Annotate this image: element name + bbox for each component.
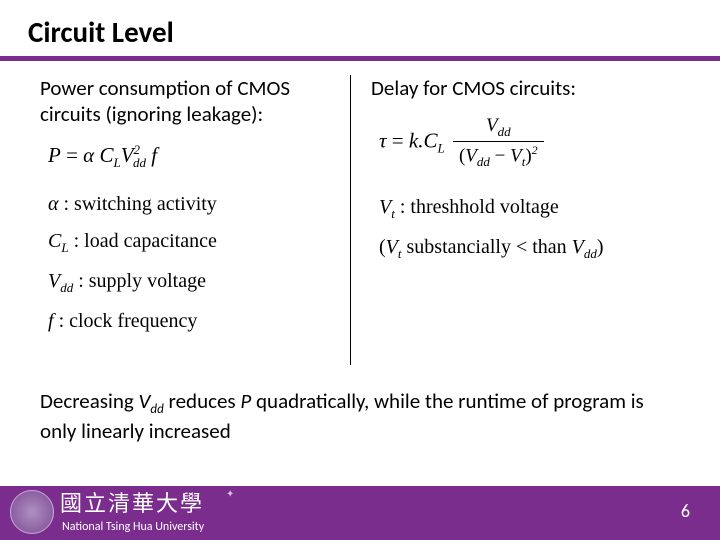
power-formula: P = α CLV2dd f [48,142,330,171]
right-column: Delay for CMOS circuits: τ = k.CL Vdd (V… [350,75,680,365]
def-alpha: α : switching activity [48,193,330,216]
num-V: V [486,115,498,136]
den-dd1: dd [477,154,490,169]
sub-dd-def: dd [60,280,73,295]
left-column: Power consumption of CMOS circuits (igno… [40,75,350,365]
sym-C: C [48,230,61,252]
power-formula-block: P = α CLV2dd f α : switching activity CL… [48,142,330,333]
summary-text: Decreasing Vdd reduces P quadratically, … [40,388,680,445]
left-heading: Power consumption of CMOS circuits (igno… [40,75,330,128]
den-V1: V [465,145,477,166]
university-name-en: National Tsing Hua University [62,520,204,534]
bt-2: reduces [164,388,241,414]
footer-bar: 國立清華大學 ✦ National Tsing Hua University 6 [0,486,720,540]
var-P: P [48,143,61,167]
paren-mid: substancially < than [402,236,572,258]
page-number: 6 [681,500,690,522]
university-name-cn: 國立清華大學 [60,486,204,518]
def-f: f : clock frequency [48,310,330,333]
var-alpha: α [83,143,94,167]
content-area: Power consumption of CMOS circuits (igno… [0,61,720,365]
def-Vt-note: (Vt substancially < than Vdd) [379,236,680,262]
bt-P: P [240,388,251,414]
var-V: V [121,143,134,167]
den-V2: V [510,145,522,166]
txt-CL: : load capacitance [69,230,217,252]
paren-V: V [386,236,398,258]
paren-open: ( [379,236,386,258]
txt-Vdd: : supply voltage [73,270,206,292]
var-C: C [99,143,113,167]
def-Vdd: Vdd : supply voltage [48,270,330,296]
var-C-r: C [423,129,437,153]
denominator: (Vdd − Vt)2 [453,142,544,170]
decorative-star: ✦ [226,487,234,500]
sub-L-r: L [437,141,444,156]
sub-dd: dd [133,155,146,170]
paren-dd: dd [584,246,597,261]
delay-formula: τ = k.CL Vdd (Vdd − Vt)2 [379,115,680,170]
sub-L: L [113,155,120,170]
right-heading: Delay for CMOS circuits: [371,75,680,101]
den-sq: 2 [532,143,538,157]
txt-Vt: : threshhold voltage [395,196,559,218]
def-CL: CL : load capacitance [48,230,330,256]
txt-alpha: : switching activity [59,193,217,215]
var-f: f [146,143,157,167]
eq-sign-r: = [387,129,409,153]
numerator: Vdd [453,115,544,142]
var-k: k. [409,129,424,153]
bt-V: V [139,388,151,414]
var-tau: τ [379,129,387,153]
sub-L-def: L [61,240,68,255]
fraction: Vdd (Vdd − Vt)2 [453,115,544,170]
sym-Vt-V: V [379,196,391,218]
bt-1: Decreasing [40,388,139,414]
bt-dd: dd [150,402,163,417]
university-logo [10,490,54,534]
delay-formula-block: τ = k.CL Vdd (Vdd − Vt)2 Vt : threshhold… [379,115,680,262]
def-Vt: Vt : threshhold voltage [379,196,680,222]
slide-title: Circuit Level [0,0,720,56]
sym-V: V [48,270,60,292]
sym-alpha: α [48,193,59,215]
paren-V2: V [572,236,584,258]
eq-sign: = [61,143,83,167]
paren-close: ) [597,236,604,258]
txt-f: : clock frequency [54,310,198,332]
num-dd: dd [498,124,511,139]
den-minus: − [490,145,510,166]
